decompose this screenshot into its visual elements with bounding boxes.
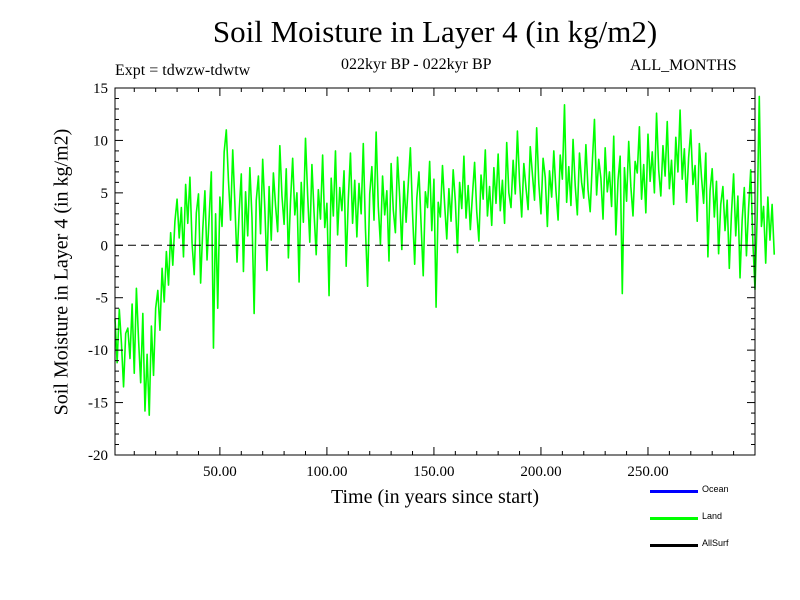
y-tick-label: -20 bbox=[88, 448, 108, 464]
legend-label-land: Land bbox=[702, 511, 723, 521]
legend-label-allsurf: AllSurf bbox=[702, 538, 729, 548]
legend-label-ocean: Ocean bbox=[702, 484, 729, 494]
x-tick-label: 250.00 bbox=[627, 464, 668, 480]
experiment-label: Expt = tdwzw-tdwtw bbox=[115, 62, 251, 79]
months-label: ALL_MONTHS bbox=[630, 57, 737, 74]
y-tick-label: -5 bbox=[96, 291, 109, 307]
x-tick-label: 150.00 bbox=[413, 464, 454, 480]
y-tick-label: 15 bbox=[93, 81, 108, 97]
y-tick-label: -15 bbox=[88, 396, 108, 412]
plot-frame bbox=[114, 87, 756, 456]
legend-swatch-allsurf bbox=[650, 544, 698, 547]
series-line-land bbox=[114, 95, 776, 416]
x-axis-label: Time (in years since start) bbox=[330, 486, 540, 508]
x-tick-label: 100.00 bbox=[306, 464, 347, 480]
period-label: 022kyr BP - 022kyr BP bbox=[341, 56, 492, 73]
chart-title: Soil Moisture in Layer 4 (in kg/m2) bbox=[212, 14, 658, 49]
x-tick-label: 200.00 bbox=[520, 464, 561, 480]
x-tick-label: 50.00 bbox=[203, 464, 237, 480]
y-tick-label: 5 bbox=[101, 186, 109, 202]
legend-swatch-land bbox=[650, 517, 698, 520]
y-tick-label: 0 bbox=[101, 238, 109, 254]
y-tick-label: -10 bbox=[88, 343, 108, 359]
legend-swatch-ocean bbox=[650, 490, 698, 493]
y-tick-label: 10 bbox=[93, 133, 108, 149]
